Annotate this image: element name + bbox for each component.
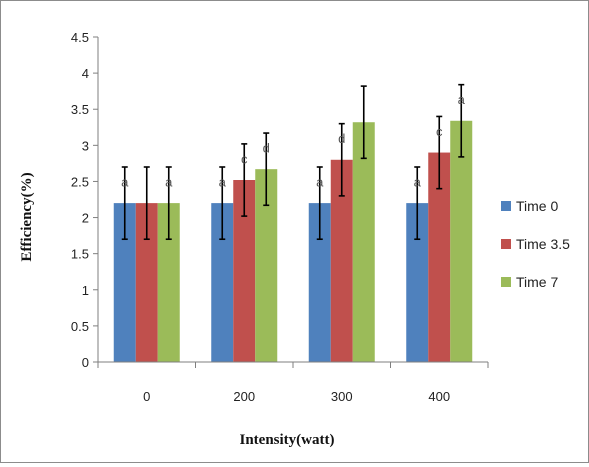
y-tick-label: 3.5	[71, 102, 89, 117]
x-tick-label: 200	[233, 389, 255, 404]
significance-label: a	[121, 174, 129, 189]
significance-label: a	[219, 174, 227, 189]
bar	[211, 203, 234, 362]
x-tick-label: 300	[331, 389, 353, 404]
y-tick-label: 4.5	[71, 30, 89, 45]
error-bars	[121, 83, 465, 241]
significance-label: d	[263, 141, 270, 156]
x-tick-label: 400	[428, 389, 450, 404]
legend: Time 0 Time 3.5 Time 7	[501, 198, 570, 290]
bar	[428, 152, 451, 362]
significance-label: a	[316, 174, 324, 189]
y-tick-label: 2	[82, 211, 89, 226]
significance-label: a	[165, 174, 173, 189]
significance-label: c	[436, 124, 443, 139]
bar	[406, 203, 429, 362]
legend-label: Time 0	[516, 198, 558, 214]
x-tick-label: 0	[143, 389, 150, 404]
bar	[157, 203, 180, 362]
significance-label: a	[458, 92, 466, 107]
significance-label: a	[414, 174, 422, 189]
significance-label: c	[241, 151, 248, 166]
bar	[135, 203, 158, 362]
y-tick-label: 0.5	[71, 319, 89, 334]
y-tick-label: 1	[82, 283, 89, 298]
bar	[352, 122, 375, 362]
bar	[330, 159, 353, 362]
bar	[233, 180, 256, 362]
significance-label: d	[338, 131, 345, 146]
y-tick-label: 1.5	[71, 247, 89, 262]
bar	[450, 120, 473, 363]
y-axis-title: Efficiency(%)	[19, 172, 35, 261]
legend-swatch	[501, 201, 511, 211]
y-tick-label: 2.5	[71, 174, 89, 189]
bars	[113, 120, 473, 363]
x-axis-ticks: 0 200 300 400	[97, 362, 489, 404]
y-tick-label: 3	[82, 138, 89, 153]
legend-label: Time 3.5	[516, 236, 570, 252]
legend-label: Time 7	[516, 274, 558, 290]
bar	[255, 169, 278, 362]
bar	[113, 203, 136, 362]
bar	[308, 203, 331, 362]
y-tick-label: 4	[82, 66, 89, 81]
y-axis-ticks: 0 0.5 1 1.5 2 2.5 3 3.5 4 4.5	[71, 30, 98, 370]
x-axis-title: Intensity(watt)	[240, 432, 335, 448]
legend-swatch	[501, 277, 511, 287]
legend-swatch	[501, 239, 511, 249]
y-tick-label: 0	[82, 355, 89, 370]
